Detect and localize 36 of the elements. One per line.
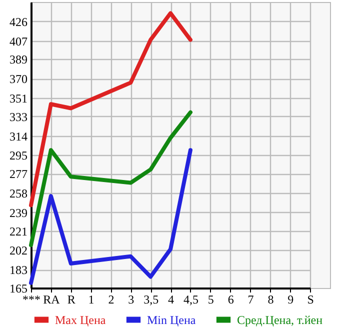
x-tick-label: 6 xyxy=(228,292,234,306)
y-tick-label: 202 xyxy=(10,244,28,258)
y-tick-label: 295 xyxy=(10,148,28,163)
line-series xyxy=(29,11,192,208)
x-tick-label: 7 xyxy=(248,292,254,306)
y-tick-label: 277 xyxy=(10,167,28,182)
y-tick-label: 333 xyxy=(10,110,28,124)
x-tick-label: 9 xyxy=(288,292,294,306)
y-tick-label: 389 xyxy=(10,52,28,67)
x-tick-label: 3,5 xyxy=(144,292,159,306)
x-tick-label: RA xyxy=(43,292,60,306)
y-tick-label: 183 xyxy=(10,263,28,278)
y-tick-label: 407 xyxy=(10,34,28,48)
x-tick-label: 1 xyxy=(88,292,94,306)
y-tick-label: 314 xyxy=(10,129,28,144)
x-tick-label: 8 xyxy=(268,292,274,306)
x-tick-label: R xyxy=(67,292,76,306)
x-tick-label: 3 xyxy=(128,292,134,306)
y-tick-label: 426 xyxy=(10,14,28,29)
legend-label: Max Цена xyxy=(55,312,106,327)
legend-label: Сред.Цена, т.йен xyxy=(237,312,324,327)
x-tick-label: S xyxy=(307,292,314,306)
x-tick-label: 4 xyxy=(168,292,174,306)
x-tick-label: 4,5 xyxy=(183,292,198,306)
legend-label: Min Цена xyxy=(147,312,196,327)
x-tick-label: 2 xyxy=(108,292,114,306)
y-tick-label: 165 xyxy=(10,282,28,296)
y-tick-label: 370 xyxy=(10,72,28,86)
line-series xyxy=(29,110,192,248)
x-tick-label: 5 xyxy=(208,292,214,306)
y-tick-label: 351 xyxy=(10,92,28,106)
line-series xyxy=(29,148,192,285)
y-tick-label: 258 xyxy=(10,186,28,201)
x-tick-label: *** xyxy=(22,292,40,306)
y-tick-label: 221 xyxy=(10,224,28,238)
y-tick-label: 239 xyxy=(10,206,28,220)
